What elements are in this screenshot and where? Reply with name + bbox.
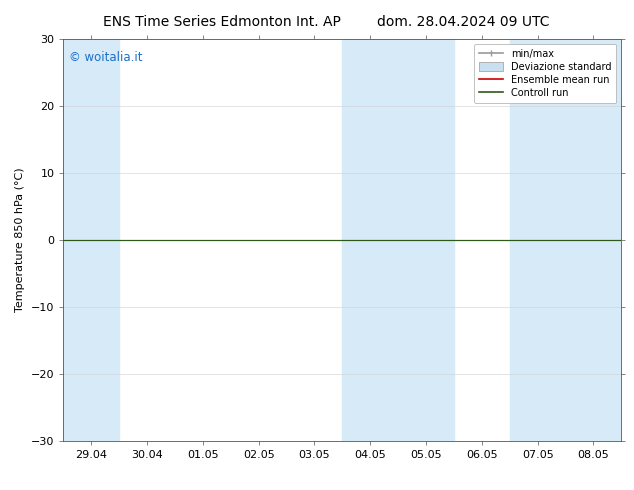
- Text: dom. 28.04.2024 09 UTC: dom. 28.04.2024 09 UTC: [377, 15, 549, 29]
- Text: © woitalia.it: © woitalia.it: [69, 51, 143, 64]
- Y-axis label: Temperature 850 hPa (°C): Temperature 850 hPa (°C): [15, 168, 25, 313]
- Legend: min/max, Deviazione standard, Ensemble mean run, Controll run: min/max, Deviazione standard, Ensemble m…: [474, 44, 616, 102]
- Bar: [510, 39, 621, 441]
- Bar: [342, 39, 454, 441]
- Text: ENS Time Series Edmonton Int. AP: ENS Time Series Edmonton Int. AP: [103, 15, 341, 29]
- Bar: [63, 39, 119, 441]
